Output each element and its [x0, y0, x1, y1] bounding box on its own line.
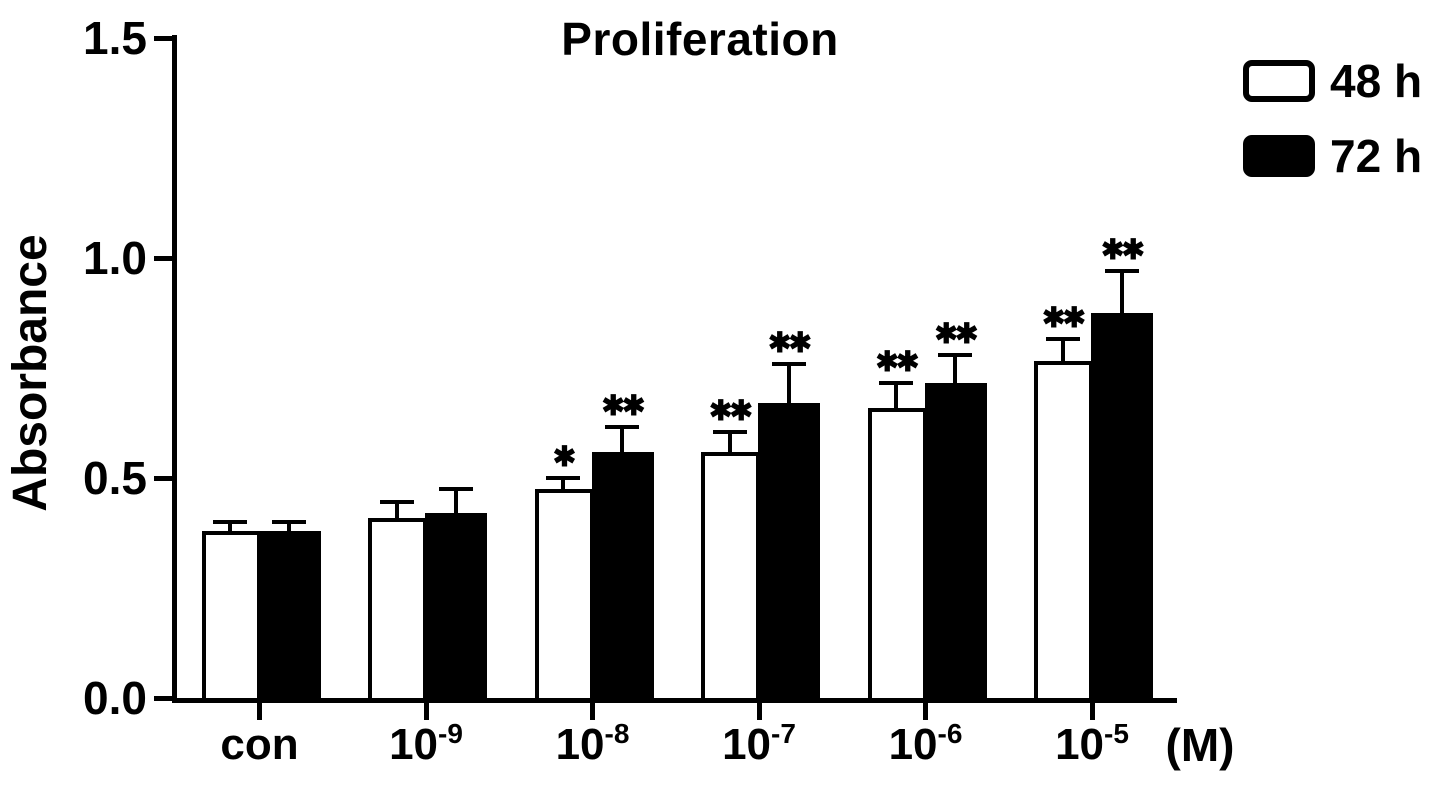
error-bar-cap-72 h-con	[272, 520, 306, 524]
error-bar-cap-72 h-10⁻⁷	[771, 361, 806, 366]
bar-48 h-10⁻⁸	[534, 489, 594, 702]
significance-72 h-10⁻⁵: ✱✱	[1101, 234, 1145, 266]
significance-48 h-10⁻⁶: ✱✱	[875, 346, 920, 378]
bar-48 h-con	[201, 530, 261, 702]
error-bar-cap-72 h-10⁻⁸	[605, 425, 639, 430]
x-tick-mark	[590, 703, 595, 720]
error-bar-line-48 h-10⁻⁶	[894, 383, 898, 410]
y-tick-mark	[154, 476, 172, 481]
x-axis-line	[172, 698, 1177, 703]
error-bar-cap-72 h-10⁻⁶	[938, 352, 972, 357]
x-tick-mark	[1089, 703, 1095, 720]
x-tick-mark	[923, 703, 928, 720]
error-bar-cap-48 h-10⁻⁵	[1045, 337, 1080, 342]
y-tick-label: 0.5	[83, 452, 147, 504]
x-tick-label-con: con	[220, 720, 299, 769]
y-tick-mark	[154, 36, 172, 41]
y-tick-label: 1.0	[83, 232, 147, 284]
error-bar-line-72 h-10⁻⁸	[620, 427, 624, 454]
error-bar-cap-72 h-10⁻⁹	[438, 487, 473, 491]
legend-label-72h: 72 h	[1330, 130, 1423, 182]
x-tick-label-10⁻⁹: 10-9	[389, 718, 463, 769]
error-bar-line-48 h-con	[228, 522, 232, 533]
error-bar-line-48 h-10⁻⁹	[394, 502, 399, 520]
error-bar-line-72 h-10⁻⁵	[1119, 271, 1124, 315]
y-axis-line	[172, 35, 177, 703]
error-bar-line-48 h-10⁻⁵	[1060, 339, 1065, 364]
significance-72 h-10⁻⁸: ✱✱	[601, 390, 646, 422]
significance-72 h-10⁻⁶: ✱✱	[934, 317, 979, 349]
legend-swatch-72h-icon	[1243, 135, 1315, 177]
significance-48 h-10⁻⁸: ✱	[552, 441, 576, 472]
error-bar-line-48 h-10⁻⁸	[561, 478, 565, 491]
bar-48 h-10⁻⁹	[368, 517, 427, 702]
significance-72 h-10⁻⁷: ✱✱	[768, 326, 812, 358]
legend-label-48h: 48 h	[1330, 55, 1423, 107]
error-bar-cap-48 h-10⁻⁸	[546, 476, 580, 480]
significance-48 h-10⁻⁵: ✱✱	[1042, 302, 1086, 334]
x-tick-mark	[423, 703, 429, 720]
bar-48 h-10⁻⁷	[701, 451, 760, 702]
error-bar-cap-48 h-10⁻⁹	[379, 500, 414, 505]
error-bar-line-72 h-10⁻⁹	[453, 489, 458, 516]
bar-72 h-10⁻⁵	[1091, 313, 1153, 702]
error-bar-cap-48 h-10⁻⁶	[879, 381, 913, 386]
x-tick-mark	[756, 703, 762, 720]
x-tick-label-10⁻⁵: 10-5	[1055, 718, 1129, 769]
y-tick-label: 0.0	[83, 672, 147, 724]
y-tick-mark	[154, 256, 172, 261]
bar-72 h-10⁻⁷	[758, 403, 820, 702]
y-tick-label: 1.5	[83, 12, 147, 64]
bar-72 h-con	[258, 530, 321, 702]
x-tick-label-10⁻⁷: 10-7	[722, 718, 796, 769]
error-bar-line-72 h-10⁻⁶	[953, 354, 957, 386]
error-bar-line-72 h-con	[287, 522, 291, 533]
error-bar-cap-72 h-10⁻⁵	[1104, 269, 1139, 274]
bar-48 h-10⁻⁶	[867, 407, 927, 702]
x-axis-unit-label: (M)	[1165, 719, 1235, 771]
legend-swatch-48h-icon	[1243, 60, 1315, 102]
error-bar-cap-48 h-10⁻⁷	[712, 429, 747, 434]
x-tick-label-10⁻⁶: 10-6	[888, 718, 963, 769]
x-tick-mark	[257, 703, 262, 720]
chart-title: Proliferation	[561, 13, 839, 65]
legend-item-48h: 48 h	[1236, 52, 1441, 127]
error-bar-line-72 h-10⁻⁷	[786, 363, 791, 406]
significance-48 h-10⁻⁷: ✱✱	[709, 394, 753, 426]
error-bar-cap-48 h-con	[213, 520, 247, 524]
y-tick-mark	[154, 696, 172, 701]
legend-item-72h: 72 h	[1236, 127, 1441, 202]
bar-72 h-10⁻⁹	[425, 513, 487, 702]
error-bar-line-48 h-10⁻⁷	[727, 431, 732, 454]
legend: 48 h 72 h	[1236, 52, 1441, 202]
x-tick-label-10⁻⁸: 10-8	[555, 718, 630, 769]
bar-72 h-10⁻⁶	[924, 383, 987, 702]
bar-48 h-10⁻⁵	[1034, 361, 1093, 702]
bar-72 h-10⁻⁸	[591, 451, 654, 702]
